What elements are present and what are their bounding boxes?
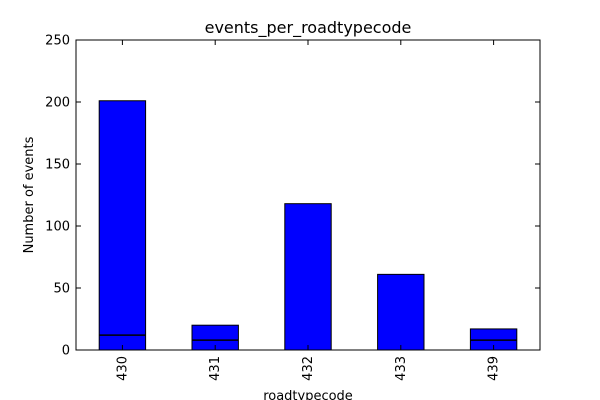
x-tick-label: 439 xyxy=(487,356,502,381)
x-tick-label: 430 xyxy=(115,356,130,381)
y-tick-label: 0 xyxy=(62,344,70,359)
y-tick-label: 200 xyxy=(45,96,70,111)
y-tick-label: 250 xyxy=(45,34,70,49)
x-tick-label: 433 xyxy=(394,356,409,381)
plot-frame xyxy=(75,39,541,351)
y-axis: 0 50 100 150 200 250 xyxy=(45,34,540,359)
x-tick-label: 431 xyxy=(208,356,223,381)
y-axis-label: Number of events xyxy=(22,136,37,253)
x-tick-label: 432 xyxy=(301,356,316,381)
y-tick-label: 100 xyxy=(45,220,70,235)
y-tick-label: 150 xyxy=(45,158,70,173)
bars-group xyxy=(98,100,518,351)
x-axis: 430 431 432 433 439 xyxy=(115,40,502,381)
bar-430 xyxy=(98,100,147,351)
y-tick-label: 50 xyxy=(53,282,70,297)
bar-433 xyxy=(377,273,425,351)
bar-432 xyxy=(284,203,332,351)
x-axis-label: roadtypecode xyxy=(263,389,353,400)
chart-title: events_per_roadtypecode xyxy=(205,18,412,38)
